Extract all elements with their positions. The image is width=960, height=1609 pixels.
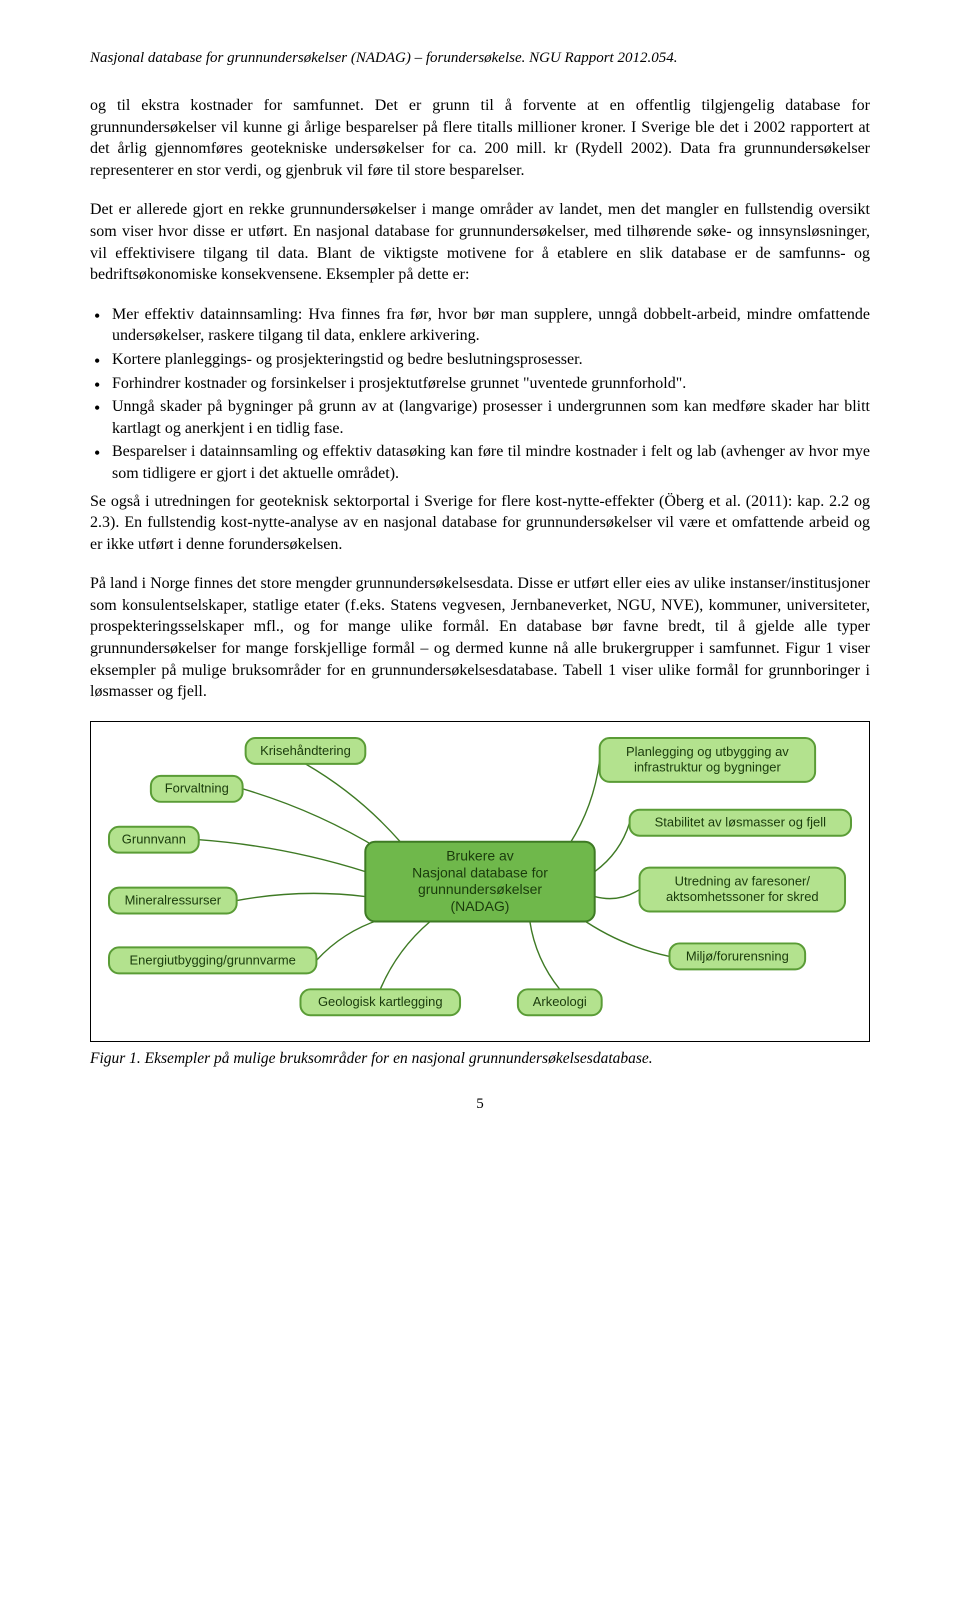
- bullet-item: Kortere planleggings- og prosjekteringst…: [90, 349, 870, 371]
- svg-text:Utredning av faresoner/: Utredning av faresoner/: [675, 874, 811, 889]
- bullet-item: Unngå skader på bygninger på grunn av at…: [90, 396, 870, 439]
- nadag-users-diagram: Krisehåndtering Forvaltning Grunnvann Miner…: [101, 732, 859, 1031]
- svg-text:Miljø/forurensning: Miljø/forurensning: [686, 948, 789, 963]
- svg-text:Forvaltning: Forvaltning: [165, 781, 229, 796]
- page-number: 5: [90, 1096, 870, 1113]
- diagram-edge: [243, 789, 381, 850]
- svg-text:Planlegging og utbygging av: Planlegging og utbygging av: [626, 744, 789, 759]
- svg-text:Mineralressurser: Mineralressurser: [125, 892, 222, 907]
- svg-text:Nasjonal database for: Nasjonal database for: [412, 864, 548, 880]
- diagram-node-krise: Krisehåndtering: [246, 738, 366, 764]
- diagram-node-energi: Energiutbygging/grunnvarme: [109, 947, 316, 973]
- paragraph-see-also: Se også i utredningen for geoteknisk sek…: [90, 491, 870, 556]
- diagram-edge: [305, 764, 400, 842]
- paragraph-motives: Det er allerede gjort en rekke grunnunde…: [90, 199, 870, 285]
- diagram-edge: [595, 889, 640, 898]
- diagram-edge: [237, 893, 366, 900]
- diagram-node-miljo: Miljø/forurensning: [669, 943, 805, 969]
- svg-text:Brukere av: Brukere av: [446, 848, 513, 864]
- diagram-node-geokart: Geologisk kartlegging: [300, 989, 460, 1015]
- svg-text:Energiutbygging/grunnvarme: Energiutbygging/grunnvarme: [130, 952, 296, 967]
- diagram-node-arkeologi: Arkeologi: [518, 989, 602, 1015]
- diagram-node-faresoner: Utredning av faresoner/aktsomhetssoner f…: [640, 867, 845, 911]
- bullet-item: Forhindrer kostnader og forsinkelser i p…: [90, 373, 870, 395]
- svg-text:Stabilitet av løsmasser og fje: Stabilitet av løsmasser og fjell: [655, 814, 826, 829]
- svg-text:Arkeologi: Arkeologi: [533, 994, 587, 1009]
- bullet-item: Besparelser i datainnsamling og effektiv…: [90, 441, 870, 484]
- diagram-node-mineral: Mineralressurser: [109, 887, 237, 913]
- diagram-edge: [199, 840, 366, 872]
- doc-header: Nasjonal database for grunnundersøkelser…: [90, 50, 870, 67]
- figure-1-caption: Figur 1. Eksempler på mulige bruksområde…: [90, 1050, 870, 1068]
- figure-1-diagram: Krisehåndtering Forvaltning Grunnvann Miner…: [90, 721, 870, 1042]
- diagram-edge: [595, 823, 630, 872]
- svg-text:Geologisk kartlegging: Geologisk kartlegging: [318, 994, 443, 1009]
- paragraph-norway-data: På land i Norge finnes det store mengder…: [90, 573, 870, 703]
- diagram-edge: [570, 760, 600, 844]
- svg-text:infrastruktur og bygninger: infrastruktur og bygninger: [634, 759, 782, 774]
- diagram-edge: [580, 917, 670, 956]
- diagram-node-grunnvann: Grunnvann: [109, 827, 199, 853]
- diagram-node-planlegg: Planlegging og utbygging avinfrastruktur…: [600, 738, 815, 782]
- svg-text:(NADAG): (NADAG): [451, 898, 510, 914]
- svg-text:grunnundersøkelser: grunnundersøkelser: [418, 881, 542, 897]
- diagram-edge: [380, 921, 430, 989]
- diagram-node-forvaltning: Forvaltning: [151, 776, 243, 802]
- bullet-item: Mer effektiv datainnsamling: Hva finnes …: [90, 304, 870, 347]
- svg-text:aktsomhetssoner for skred: aktsomhetssoner for skred: [666, 889, 819, 904]
- diagram-edge: [530, 921, 560, 989]
- diagram-edge: [316, 919, 380, 960]
- motives-bullet-list: Mer effektiv datainnsamling: Hva finnes …: [90, 304, 870, 485]
- svg-text:Krisehåndtering: Krisehåndtering: [260, 743, 351, 758]
- paragraph-intro: og til ekstra kostnader for samfunnet. D…: [90, 95, 870, 181]
- diagram-node-stabilitet: Stabilitet av løsmasser og fjell: [630, 810, 851, 836]
- svg-text:Grunnvann: Grunnvann: [122, 831, 186, 846]
- diagram-center-node: Brukere avNasjonal database forgrunnunde…: [365, 842, 594, 922]
